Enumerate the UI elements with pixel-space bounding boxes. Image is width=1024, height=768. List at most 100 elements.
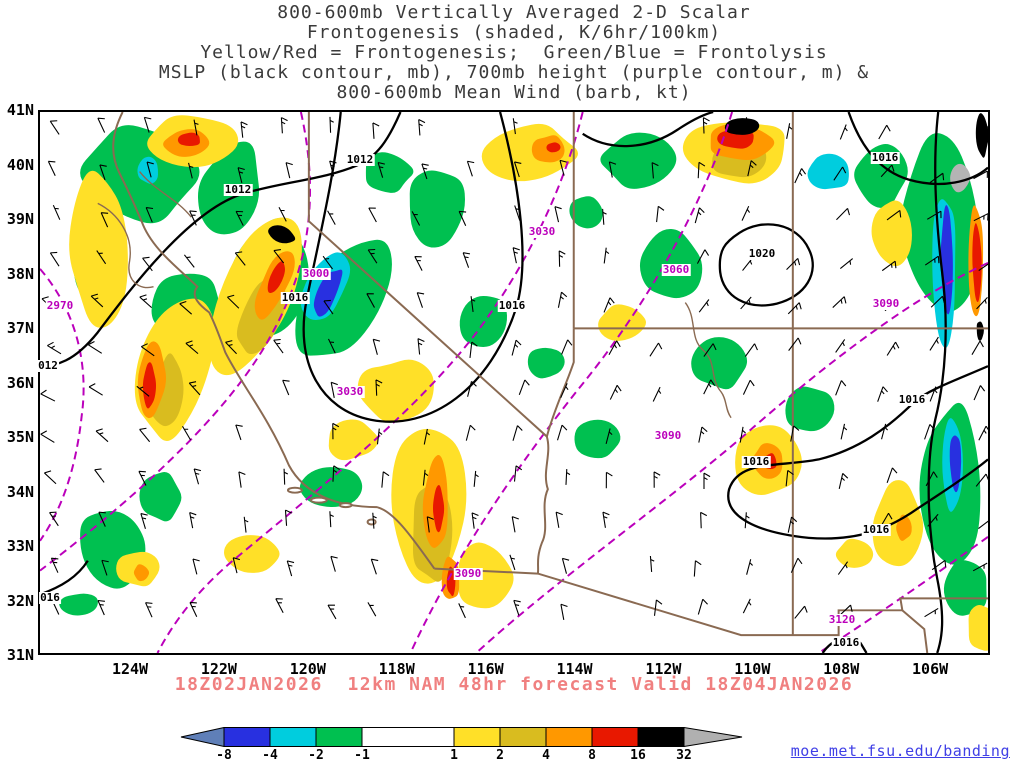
wind-barb [273, 338, 284, 354]
lat-label-33N: 33N [6, 537, 34, 555]
wind-barb [786, 123, 793, 139]
shading-blob-black [724, 118, 760, 135]
wind-barb [512, 425, 523, 441]
wind-barb [465, 424, 476, 441]
shading-blob-gold [149, 353, 184, 427]
wind-barb [698, 299, 710, 313]
wind-barb [924, 255, 940, 266]
wind-barb [788, 337, 802, 351]
wind-barb [649, 342, 663, 357]
height-contour-label: 3090 [453, 567, 483, 580]
wind-barb [94, 468, 105, 483]
colorbar-svg [180, 726, 743, 748]
colorbar-segment [315, 727, 363, 747]
wind-barb [649, 555, 655, 572]
wind-barb [886, 467, 898, 484]
mslp-contour-label: 1020 [747, 247, 777, 260]
wind-barb [794, 605, 808, 619]
wind-barb [609, 384, 622, 400]
wind-barb [512, 247, 520, 264]
wind-barb [411, 211, 421, 226]
wind-barb [49, 511, 59, 527]
wind-barb [833, 166, 847, 181]
chart-title: 800-600mb Vertically Averaged 2-D Scalar… [38, 3, 990, 103]
shading-blob-green [691, 337, 748, 390]
wind-barb [840, 423, 848, 440]
wind-barb [47, 160, 56, 176]
title-line: 800-600mb Mean Wind (barb, kt) [336, 82, 692, 103]
wind-barb [697, 598, 708, 615]
shading-blob-gray [950, 163, 971, 193]
wind-barb [973, 213, 988, 222]
wind-barb [278, 207, 287, 222]
mslp-contour-label: 1016 [861, 523, 891, 536]
credit-link[interactable]: moe.met.fsu.edu/banding [790, 742, 1010, 760]
wind-barb [142, 256, 153, 272]
wind-barb [189, 210, 197, 226]
colorbar-segment [591, 727, 639, 747]
wind-barb [561, 339, 573, 355]
height-contour-3060 [409, 112, 734, 653]
map-svg [40, 112, 988, 653]
mslp-contour-1016-ne [847, 112, 988, 186]
wind-barb [603, 297, 615, 313]
wind-barb [381, 471, 390, 488]
wind-barb [703, 379, 716, 395]
wind-barb [656, 205, 665, 223]
wind-barb [235, 424, 243, 441]
map-frame: 1012 1012 1016 1016 1016 1016 1016 1016 1016 1020… [37, 110, 990, 655]
wind-barb [182, 425, 192, 441]
wind-barb [368, 207, 377, 223]
wind-barb [836, 208, 851, 221]
colorbar-segment [361, 727, 455, 747]
channel-island [286, 486, 303, 494]
lat-label-40N: 40N [6, 155, 34, 174]
wind-barb [785, 470, 794, 487]
height-contour-3030 [156, 112, 584, 653]
wind-barb [605, 428, 613, 444]
wind-barb [332, 465, 340, 482]
wind-barb [462, 252, 471, 268]
shading-blob-yellow [328, 419, 379, 461]
wind-barb [881, 260, 897, 272]
wind-barb [227, 294, 240, 309]
wind-barb [652, 386, 662, 402]
contour-labels-overlay: 1012 1012 1016 1016 1016 1016 1016 1016 1016 1020… [37, 112, 988, 653]
shading-blob-orange [133, 564, 150, 582]
wind-barb [426, 516, 434, 533]
wind-barb [280, 117, 288, 134]
wind-barb [323, 299, 334, 315]
wind-barb [878, 124, 891, 140]
wind-barb [283, 468, 289, 485]
wind-barb [835, 380, 847, 396]
wind-barb [243, 516, 249, 533]
height-contour-3120 [818, 536, 988, 653]
shading-blob-blue [313, 269, 343, 317]
wind-barb [747, 160, 757, 177]
wind-barb [977, 126, 988, 136]
wind-barb [185, 340, 199, 355]
wind-barb [929, 336, 939, 351]
lat-label-39N: 39N [6, 210, 34, 228]
wind-barb [329, 116, 334, 133]
colorbar-arrow-right [683, 726, 743, 748]
wind-barb [973, 170, 988, 180]
mslp-contour-label: 1016 [280, 291, 310, 304]
river-squiggle [684, 302, 732, 419]
wind-barb [179, 300, 193, 315]
wind-barb [787, 516, 798, 533]
wind-barb [931, 559, 947, 571]
wind-barb [423, 428, 431, 445]
wind-barb [88, 341, 103, 354]
wind-barb [790, 557, 803, 573]
lat-label-41N: 41N [6, 101, 34, 119]
wind-barb [694, 207, 705, 224]
wind-barb [746, 559, 753, 575]
wind-barb [50, 557, 59, 573]
shading-blob-green [569, 196, 603, 229]
wind-barb [366, 293, 375, 308]
wind-barb [183, 254, 195, 268]
wind-barb [837, 561, 849, 575]
wind-barb [742, 257, 753, 271]
colorbar-segment [545, 727, 593, 747]
